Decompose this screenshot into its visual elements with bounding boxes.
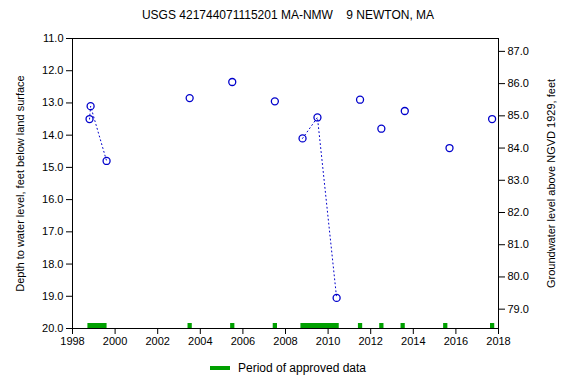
svg-text:86.0: 86.0 (508, 77, 529, 89)
svg-text:79.0: 79.0 (508, 303, 529, 315)
svg-text:17.0: 17.0 (42, 225, 63, 237)
svg-text:16.0: 16.0 (42, 193, 63, 205)
svg-text:2002: 2002 (145, 335, 169, 347)
svg-text:84.0: 84.0 (508, 142, 529, 154)
svg-text:83.0: 83.0 (508, 174, 529, 186)
svg-text:2008: 2008 (273, 335, 297, 347)
svg-text:13.0: 13.0 (42, 96, 63, 108)
svg-text:85.0: 85.0 (508, 109, 529, 121)
svg-text:2004: 2004 (188, 335, 212, 347)
svg-text:82.0: 82.0 (508, 206, 529, 218)
svg-text:Depth to water level, feet bel: Depth to water level, feet below land su… (14, 75, 26, 291)
svg-text:87.0: 87.0 (508, 45, 529, 57)
svg-text:2018: 2018 (486, 335, 510, 347)
svg-text:12.0: 12.0 (42, 64, 63, 76)
html-text:Period of approved data: Period of approved data (238, 361, 366, 375)
svg-text:2000: 2000 (103, 335, 127, 347)
svg-text:81.0: 81.0 (508, 238, 529, 250)
svg-text:80.0: 80.0 (508, 270, 529, 282)
svg-text:14.0: 14.0 (42, 129, 63, 141)
svg-text:18.0: 18.0 (42, 258, 63, 270)
svg-text:Groundwater level above NGVD 1: Groundwater level above NGVD 1929, feet (545, 79, 557, 288)
svg-text:11.0: 11.0 (43, 32, 64, 44)
svg-text:1998: 1998 (60, 335, 84, 347)
svg-text:2010: 2010 (316, 335, 340, 347)
svg-text:2014: 2014 (401, 335, 425, 347)
svg-text:2016: 2016 (444, 335, 468, 347)
svg-text:15.0: 15.0 (42, 161, 63, 173)
svg-text:2006: 2006 (231, 335, 255, 347)
svg-text:20.0: 20.0 (42, 322, 63, 334)
svg-text:2012: 2012 (358, 335, 382, 347)
html-text:USGS 421744071115201 MA-NMW 9: USGS 421744071115201 MA-NMW 9 NEWTON, MA (141, 8, 434, 22)
svg-text:19.0: 19.0 (42, 290, 63, 302)
